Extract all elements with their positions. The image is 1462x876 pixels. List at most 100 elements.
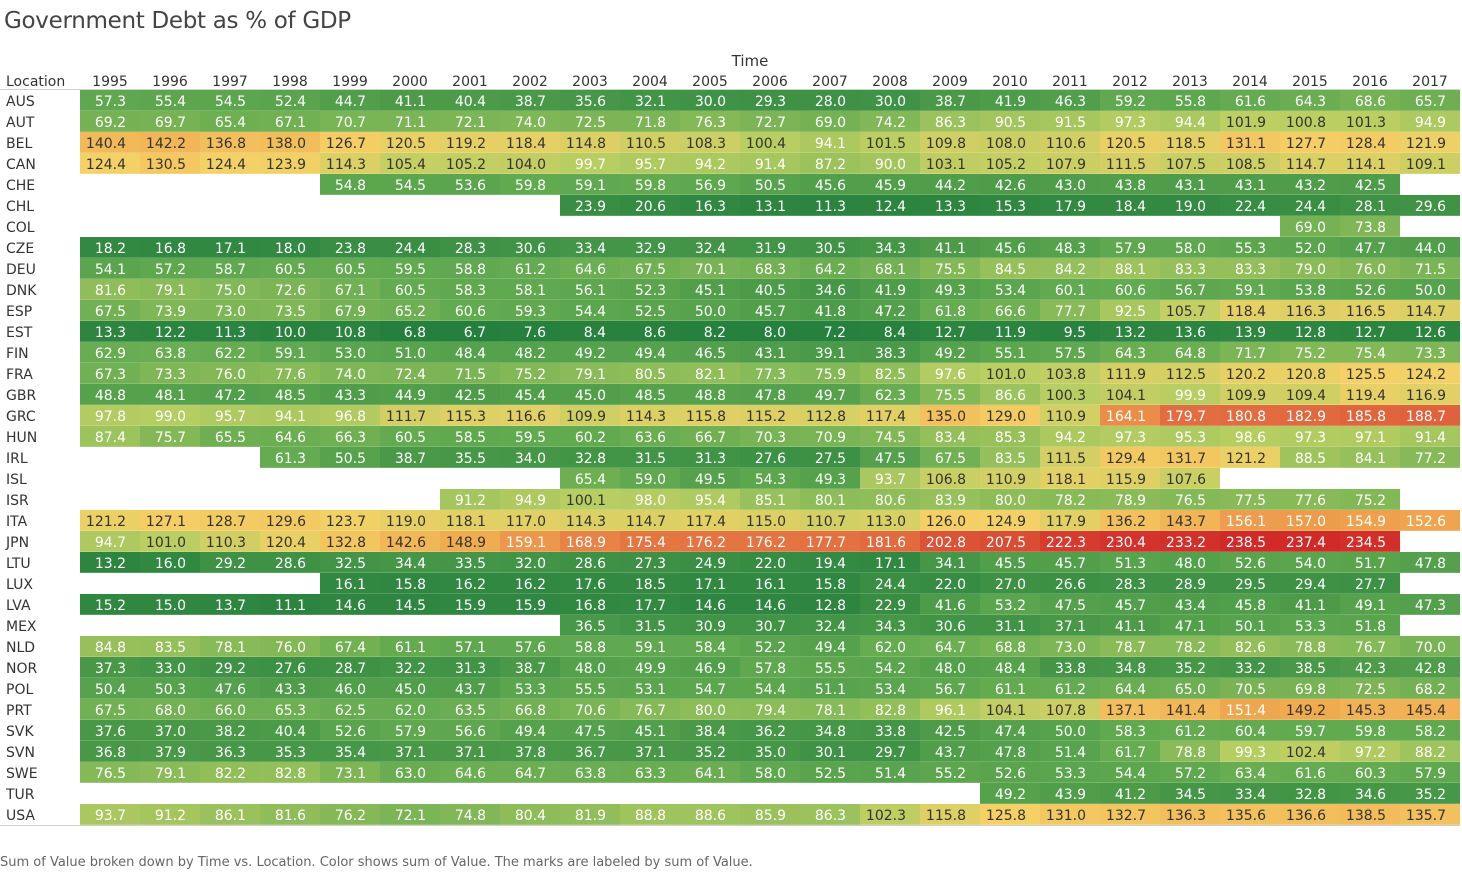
heatmap-cell [1400,363,1460,384]
cell-value: 92.5 [1115,304,1146,320]
heatmap-cell [620,384,680,405]
heatmap-cell [1040,426,1100,447]
cell-value: 98.0 [635,493,666,509]
heatmap-cell [260,342,320,363]
cell-value: 67.4 [335,640,366,656]
cell-value: 87.4 [95,430,126,446]
cell-value: 78.8 [1175,745,1206,761]
cell-value: 79.1 [155,766,186,782]
cell-value: 64.3 [1115,346,1146,362]
heatmap-cell [440,321,500,342]
cell-value: 71.8 [635,115,666,131]
cell-value: 60.5 [395,430,426,446]
heatmap-cell [620,153,680,174]
cell-value: 60.4 [1235,724,1266,740]
cell-value: 115.2 [746,409,786,425]
heatmap-cell [980,447,1040,468]
cell-value: 50.5 [755,178,786,194]
heatmap-cell [440,342,500,363]
cell-value: 52.2 [755,640,786,656]
cell-value: 19.4 [815,556,846,572]
cell-value: 17.1 [215,241,246,257]
cell-value: 84.8 [95,640,126,656]
cell-value: 36.7 [575,745,606,761]
cell-value: 75.4 [1355,346,1386,362]
heatmap-cell [920,342,980,363]
heatmap-cell [860,300,920,321]
heatmap-cell [740,237,800,258]
cell-value: 120.5 [1106,136,1146,152]
heatmap-cell [860,531,920,552]
cell-value: 59.1 [635,640,666,656]
cell-value: 57.1 [455,640,486,656]
cell-value: 119.0 [386,514,426,530]
cell-value: 50.4 [95,682,126,698]
cell-value: 50.1 [1235,619,1266,635]
heatmap-cell [680,699,740,720]
cell-value: 75.2 [1355,493,1386,509]
cell-value: 52.5 [815,766,846,782]
heatmap-cell [200,699,260,720]
heatmap-cell [1340,594,1400,615]
heatmap-cell [1100,783,1160,804]
cell-value: 53.3 [1055,766,1086,782]
cell-value: 83.5 [995,451,1026,467]
heatmap-cell [1160,153,1220,174]
heatmap-cell [680,804,740,825]
cell-value: 57.9 [1115,241,1146,257]
heatmap-cell [1400,321,1460,342]
cell-value: 44.2 [935,178,966,194]
cell-value: 88.6 [695,808,726,824]
heatmap-cell [260,552,320,573]
cell-value: 82.2 [215,766,246,782]
heatmap-cell [1340,300,1400,321]
cell-value: 135.6 [1226,808,1266,824]
heatmap-cell [1160,657,1220,678]
heatmap-cell [140,384,200,405]
heatmap-cell [800,510,860,531]
cell-value: 31.3 [455,661,486,677]
heatmap-cell [860,615,920,636]
cell-value: 103.1 [926,157,966,173]
cell-value: 111.7 [386,409,426,425]
heatmap-cell [1340,90,1400,111]
cell-value: 11.3 [815,199,846,215]
heatmap-cell [200,741,260,762]
cell-value: 108.0 [986,136,1026,152]
cell-value: 176.2 [746,535,786,551]
cell-value: 60.2 [575,430,606,446]
cell-value: 54.3 [755,472,786,488]
cell-value: 51.0 [395,346,426,362]
cell-value: 16.2 [455,577,486,593]
cell-value: 55.8 [1175,94,1206,110]
cell-value: 109.9 [566,409,606,425]
cell-value: 48.0 [935,661,966,677]
cell-value: 101.3 [1346,115,1386,131]
heatmap-cell [680,195,740,216]
cell-value: 34.8 [815,724,846,740]
heatmap-cell [1280,699,1340,720]
cell-value: 76.0 [215,367,246,383]
heatmap-cell [680,111,740,132]
cell-value: 145.3 [1346,703,1386,719]
cell-value: 168.9 [566,535,606,551]
cell-value: 65.7 [1415,94,1446,110]
heatmap-cell [980,405,1040,426]
heatmap-cell [740,678,800,699]
cell-value: 50.0 [1055,724,1086,740]
cell-value: 33.2 [1235,661,1266,677]
cell-value: 17.1 [695,577,726,593]
heatmap-cell [560,678,620,699]
cell-value: 100.8 [1286,115,1326,131]
cell-value: 45.1 [695,283,726,299]
cell-value: 44.0 [1415,241,1446,257]
heatmap-cell [1280,615,1340,636]
heatmap-cell [560,489,620,510]
heatmap-cell [740,573,800,594]
heatmap-cell [200,384,260,405]
heatmap-cell [320,342,380,363]
cell-value: 111.5 [1046,451,1086,467]
cell-value: 141.4 [1166,703,1206,719]
heatmap-cell [200,342,260,363]
heatmap-cell [860,405,920,426]
